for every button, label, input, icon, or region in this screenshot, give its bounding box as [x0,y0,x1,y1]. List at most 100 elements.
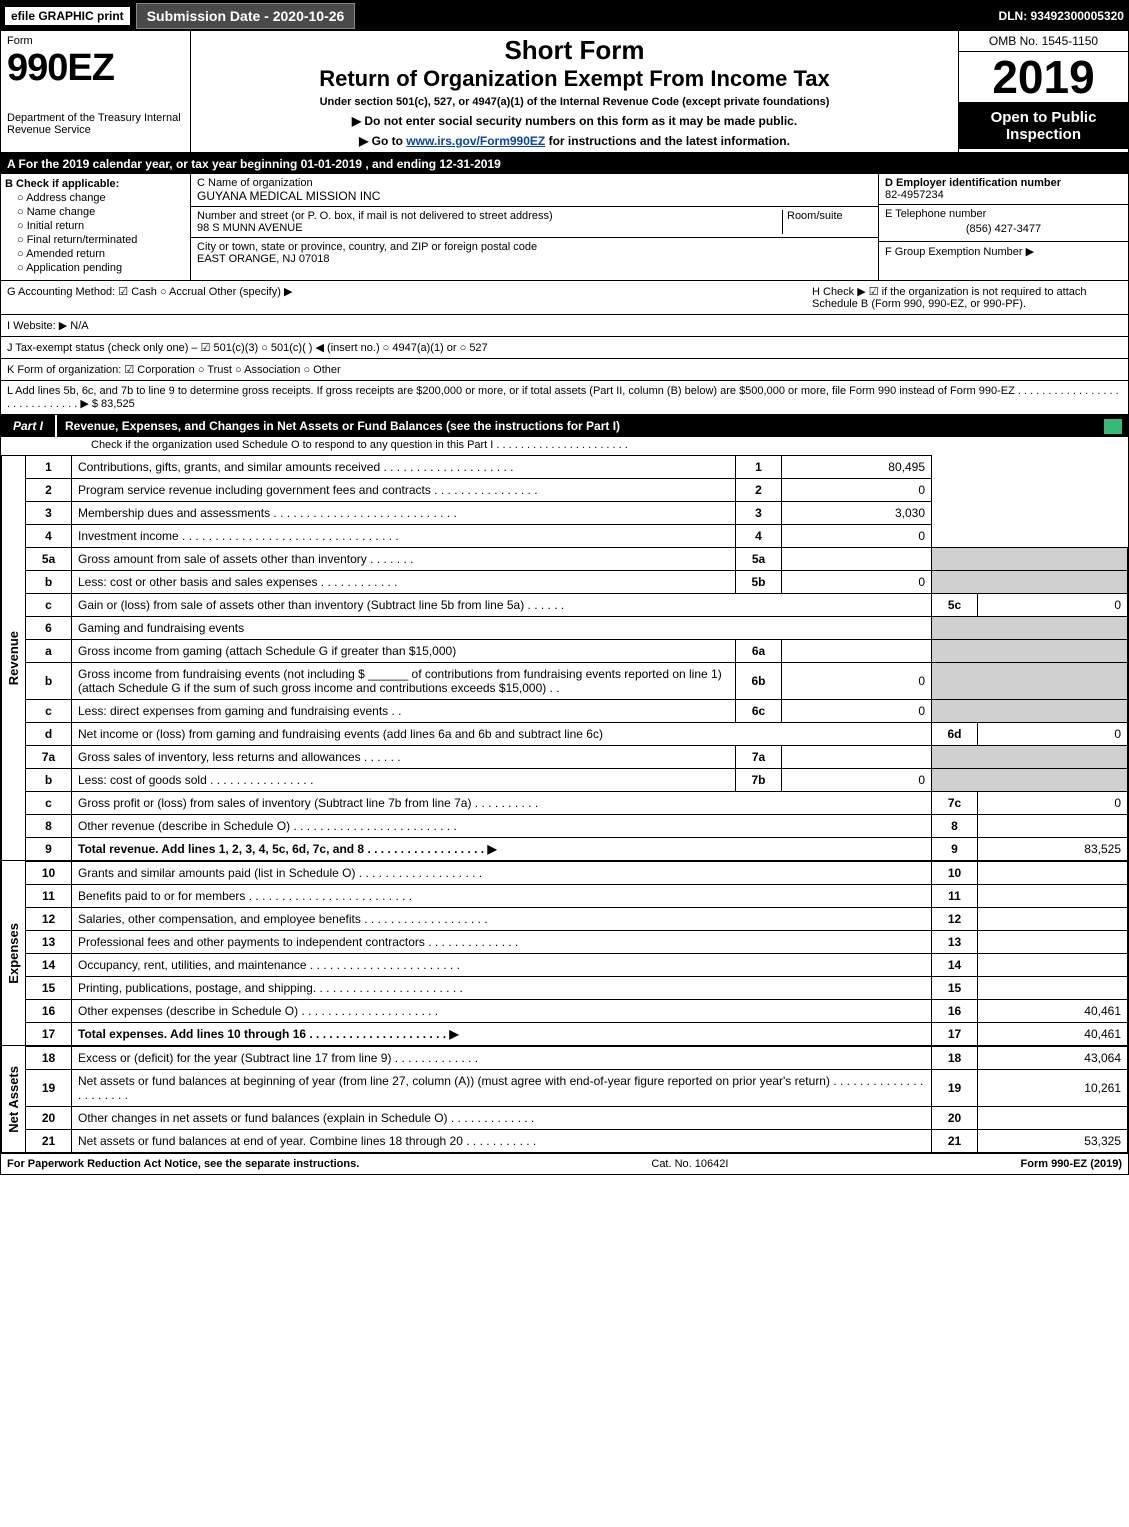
line-amt [978,885,1128,908]
line-col: 16 [932,1000,978,1023]
line-desc: Total revenue. Add lines 1, 2, 3, 4, 5c,… [72,838,932,861]
form-ref: Form 990-EZ (2019) [1021,1158,1122,1170]
line-num: b [26,571,72,594]
table-row: bLess: cost or other basis and sales exp… [26,571,1128,594]
section-b-checkboxes: B Check if applicable: Address change Na… [1,174,191,280]
line-num: 4 [26,525,72,548]
line-amt: 0 [978,723,1128,746]
entity-right: D Employer identification number 82-4957… [878,174,1128,280]
room-label: Room/suite [787,210,843,222]
table-row: bLess: cost of goods sold . . . . . . . … [26,769,1128,792]
line-desc: Less: cost of goods sold . . . . . . . .… [72,769,736,792]
line-desc: Gross income from fundraising events (no… [72,663,736,700]
table-row: 7aGross sales of inventory, less returns… [26,746,1128,769]
line-desc: Net income or (loss) from gaming and fun… [72,723,932,746]
part-1-tab: Part I [1,415,57,437]
line-desc: Other expenses (describe in Schedule O) … [72,1000,932,1023]
topbar: efile GRAPHIC print Submission Date - 20… [1,1,1128,31]
line-desc: Contributions, gifts, grants, and simila… [72,456,736,479]
shaded-cell [932,700,1128,723]
line-col: 12 [932,908,978,931]
cb-application-pending[interactable]: Application pending [17,262,186,274]
goto-pre: ▶ Go to [359,134,406,148]
line-num: a [26,640,72,663]
sub-val: 0 [782,769,932,792]
line-amt: 10,261 [978,1070,1128,1107]
line-col: 15 [932,977,978,1000]
sub-num: 5a [736,548,782,571]
line-num: 20 [26,1107,72,1130]
line-num: 7a [26,746,72,769]
shaded-cell [932,548,1128,571]
line-col: 17 [932,1023,978,1046]
phone-value: (856) 427-3477 [885,220,1122,238]
line-desc: Excess or (deficit) for the year (Subtra… [72,1047,932,1070]
cb-address-change[interactable]: Address change [17,192,186,204]
revenue-rail: Revenue [6,631,21,685]
shaded-cell [932,617,1128,640]
org-name: GUYANA MEDICAL MISSION INC [197,189,380,203]
line-k: K Form of organization: ☑ Corporation ○ … [1,359,1128,381]
efile-print-link[interactable]: efile GRAPHIC print [5,7,130,25]
line-num: c [26,700,72,723]
table-row: 15Printing, publications, postage, and s… [26,977,1128,1000]
sub-num: 6a [736,640,782,663]
table-row: 5aGross amount from sale of assets other… [26,548,1128,571]
sub-val: 0 [782,663,932,700]
omb-number: OMB No. 1545-1150 [959,31,1128,52]
header-left: Form 990EZ Department of the Treasury In… [1,31,191,152]
table-row: 2Program service revenue including gover… [26,479,1128,502]
table-row: 9Total revenue. Add lines 1, 2, 3, 4, 5c… [26,838,1128,861]
d-label: D Employer identification number [885,177,1061,189]
line-amt: 0 [782,479,932,502]
line-num: c [26,594,72,617]
sub-num: 6b [736,663,782,700]
part-1-subtitle: Check if the organization used Schedule … [1,437,1128,455]
sub-val [782,640,932,663]
cb-name-change[interactable]: Name change [17,206,186,218]
table-row: 1Contributions, gifts, grants, and simil… [26,456,1128,479]
department-label: Department of the Treasury Internal Reve… [7,112,184,136]
table-row: aGross income from gaming (attach Schedu… [26,640,1128,663]
b-label: B Check if applicable: [5,178,119,190]
form-header: Form 990EZ Department of the Treasury In… [1,31,1128,154]
line-num: d [26,723,72,746]
line-desc: Benefits paid to or for members . . . . … [72,885,932,908]
line-col: 8 [932,815,978,838]
under-section-text: Under section 501(c), 527, or 4947(a)(1)… [199,96,950,108]
cb-amended-return[interactable]: Amended return [17,248,186,260]
website-line: I Website: ▶ N/A [7,319,1122,332]
e-label: E Telephone number [885,208,986,220]
line-desc: Program service revenue including govern… [72,479,736,502]
line-desc: Gross amount from sale of assets other t… [72,548,736,571]
sub-num: 6c [736,700,782,723]
line-num: 11 [26,885,72,908]
line-amt [978,815,1128,838]
cb-final-return[interactable]: Final return/terminated [17,234,186,246]
table-row: 19Net assets or fund balances at beginni… [26,1070,1128,1107]
line-desc: Gain or (loss) from sale of assets other… [72,594,932,617]
line-col: 9 [932,838,978,861]
line-num: 10 [26,862,72,885]
line-col: 11 [932,885,978,908]
ein-row: D Employer identification number 82-4957… [879,174,1128,205]
line-num: b [26,663,72,700]
line-amt [978,977,1128,1000]
addr-label: Number and street (or P. O. box, if mail… [197,210,553,222]
line-col: 21 [932,1130,978,1153]
line-g: G Accounting Method: ☑ Cash ○ Accrual Ot… [7,285,802,310]
part-1-schedule-o-checkbox[interactable] [1104,419,1122,434]
tax-year: 2019 [959,52,1128,103]
cb-initial-return[interactable]: Initial return [17,220,186,232]
form-number: 990EZ [7,47,184,90]
paperwork-notice: For Paperwork Reduction Act Notice, see … [7,1158,359,1170]
irs-link[interactable]: www.irs.gov/Form990EZ [406,134,545,148]
submission-date-button[interactable]: Submission Date - 2020-10-26 [136,3,356,29]
sub-num: 5b [736,571,782,594]
sub-val [782,548,932,571]
line-col: 19 [932,1070,978,1107]
expenses-section: Expenses 10Grants and similar amounts pa… [1,861,1128,1046]
line-desc: Investment income . . . . . . . . . . . … [72,525,736,548]
group-exemption-row: F Group Exemption Number ▶ [879,242,1128,261]
total-expenses-label: Total expenses. Add lines 10 through 16 … [78,1027,459,1041]
